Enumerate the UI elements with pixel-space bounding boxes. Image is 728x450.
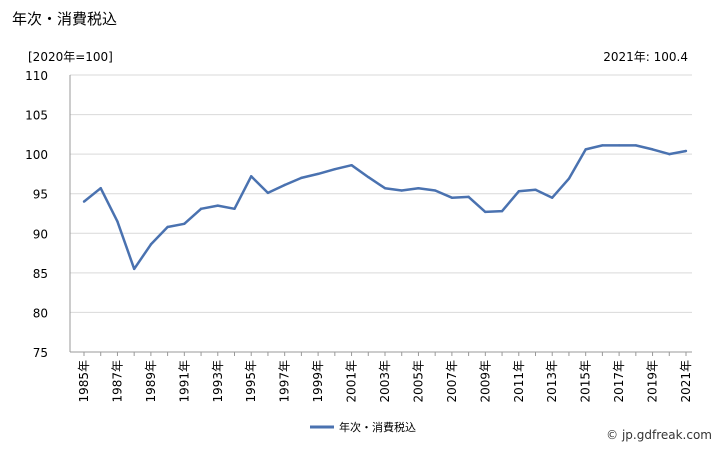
data-point	[250, 175, 253, 178]
grid-lines	[70, 74, 692, 313]
data-point	[500, 209, 504, 213]
y-tick-label: 110	[25, 69, 48, 83]
x-tick-label: 2013年	[545, 360, 559, 403]
x-tick-label: 1991年	[177, 360, 191, 403]
chart-title: 年次・消費税込	[12, 10, 118, 28]
data-point	[484, 210, 487, 214]
x-tick-label: 2021年	[679, 360, 693, 403]
x-tick-label: 1997年	[278, 360, 292, 403]
series-line	[83, 144, 687, 271]
y-tick-label: 75	[33, 346, 48, 360]
x-tick-label: 2005年	[411, 360, 425, 403]
data-point	[651, 148, 654, 151]
x-tick-label: 1999年	[311, 360, 325, 403]
series-group	[82, 144, 688, 271]
data-point	[266, 191, 270, 195]
data-point	[567, 177, 571, 180]
data-point	[216, 204, 219, 207]
data-point	[433, 189, 437, 192]
x-tick-label: 2019年	[646, 360, 660, 403]
y-tick-label: 100	[25, 148, 48, 162]
data-point	[467, 195, 470, 199]
data-point	[534, 188, 537, 191]
y-tick-labels: 75 80 85 90 95 100 105 110	[25, 69, 48, 360]
data-point	[668, 152, 671, 156]
data-point	[149, 243, 153, 246]
x-tick-label: 2011年	[512, 360, 526, 403]
data-point	[584, 148, 587, 151]
data-point	[132, 267, 136, 271]
y-axis-unit: [2020年=100]	[28, 50, 113, 64]
legend-label: 年次・消費税込	[339, 420, 416, 434]
data-point	[601, 144, 604, 147]
x-tick-label: 2001年	[345, 360, 359, 403]
data-point	[383, 186, 387, 190]
x-tick-label: 1993年	[211, 360, 225, 403]
data-point	[551, 196, 554, 199]
y-tick-label: 90	[33, 227, 48, 241]
x-tick-label: 2017年	[612, 360, 626, 403]
data-point	[634, 144, 638, 147]
data-point	[617, 144, 621, 147]
data-point	[99, 186, 102, 190]
data-point	[367, 175, 370, 179]
x-tick-label: 2015年	[579, 360, 593, 403]
x-tick-label: 2007年	[445, 360, 459, 403]
data-point	[233, 207, 236, 210]
data-point	[82, 200, 86, 203]
y-tick-label: 80	[33, 306, 48, 320]
y-tick-label: 105	[25, 109, 48, 123]
legend: 年次・消費税込	[310, 420, 416, 434]
data-point	[517, 190, 520, 193]
data-point	[333, 167, 337, 171]
source-credit: © jp.gdfreak.com	[606, 428, 712, 442]
data-point	[116, 220, 119, 223]
data-point	[684, 149, 688, 153]
y-tick-label: 85	[33, 267, 48, 281]
data-point	[300, 176, 303, 180]
data-point	[316, 172, 320, 176]
x-tick-label: 2009年	[478, 360, 492, 403]
x-tick-label: 1995年	[244, 360, 258, 403]
data-point	[450, 196, 454, 199]
data-point	[417, 186, 420, 190]
data-point	[166, 225, 169, 229]
latest-value-note: 2021年: 100.4	[603, 50, 688, 64]
x-tick-label: 1987年	[110, 360, 124, 403]
y-tick-label: 95	[33, 188, 48, 202]
data-point	[350, 164, 353, 167]
x-tick-label: 1989年	[144, 360, 158, 403]
data-point	[283, 183, 286, 187]
x-tick-labels: 1985年 1987年 1989年 1991年 1993年 1995年 1997年 1999年…	[77, 352, 693, 403]
x-tick-label: 1985年	[77, 360, 91, 403]
data-point	[400, 189, 403, 192]
x-tick-label: 2003年	[378, 360, 392, 403]
data-point	[183, 222, 186, 225]
data-point	[199, 207, 203, 210]
